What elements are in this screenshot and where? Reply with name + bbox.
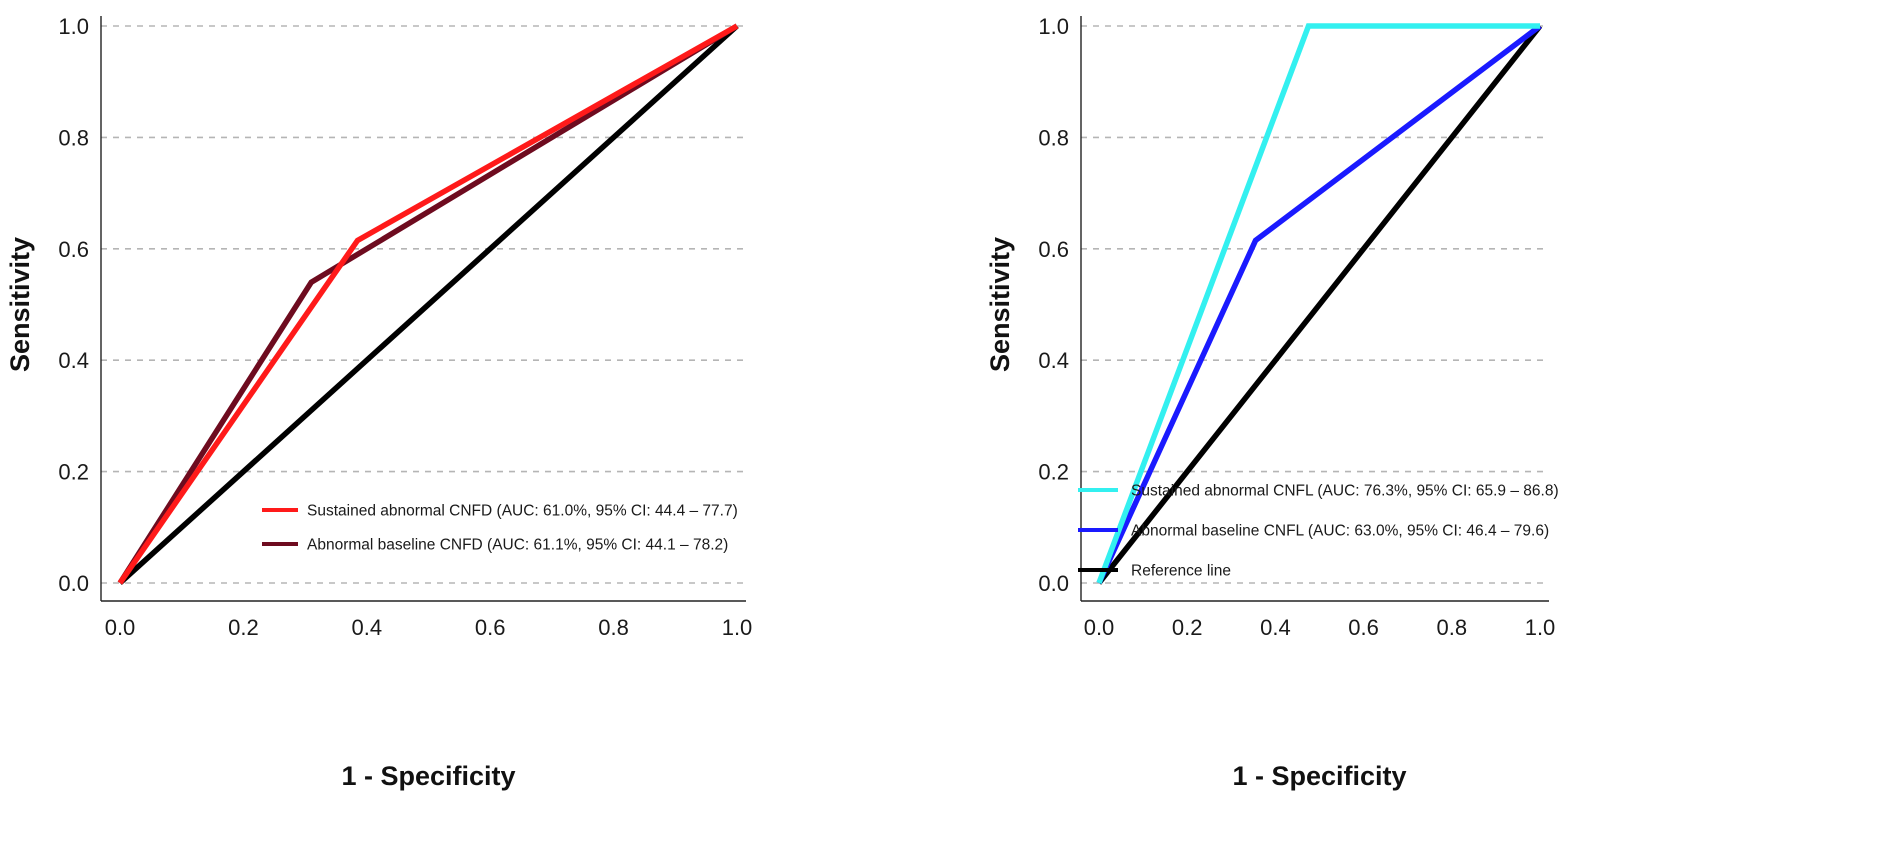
x-tick-label: 1.0 — [1525, 615, 1556, 640]
y-tick-label: 0.2 — [58, 460, 89, 485]
y-axis-title: Sensitivity — [985, 237, 1015, 372]
x-tick-label: 0.8 — [1437, 615, 1468, 640]
legend-label: Abnormal baseline CNFL (AUC: 63.0%, 95% … — [1131, 523, 1549, 540]
x-tick-label: 0.8 — [598, 615, 629, 640]
y-axis-title: Sensitivity — [5, 237, 35, 372]
y-tick-label: 0.6 — [58, 237, 89, 262]
roc-curve — [117, 23, 739, 585]
reference-line — [1096, 24, 1543, 585]
x-tick-label: 1.0 — [722, 615, 753, 640]
x-tick-label: 0.2 — [1172, 615, 1203, 640]
left-roc-chart-svg: 0.0 0.2 0.4 0.6 0.8 1.0 0.0 0.2 0.4 0.6 0.8 1.0 1 - … — [5, 14, 753, 791]
legend-label: Reference line — [1131, 563, 1231, 580]
x-tick-label: 0.4 — [1260, 615, 1291, 640]
x-axis-title: 1 - Specificity — [341, 761, 515, 791]
y-tick-label: 0.8 — [58, 125, 89, 150]
legend-label: Abnormal baseline CNFD (AUC: 61.1%, 95% … — [307, 537, 728, 554]
y-tick-label: 0.0 — [58, 571, 89, 596]
y-tick-label: 1.0 — [1038, 14, 1069, 39]
y-tick-label: 0.8 — [1038, 125, 1069, 150]
x-tick-label: 0.6 — [475, 615, 506, 640]
roc-curve — [1096, 23, 1542, 585]
y-tick-label: 0.6 — [1038, 237, 1069, 262]
y-tick-label: 0.4 — [1038, 348, 1069, 373]
y-tick-label: 0.0 — [1038, 571, 1069, 596]
roc-curve — [117, 23, 739, 585]
x-tick-label: 0.0 — [1084, 615, 1115, 640]
x-axis-title: 1 - Specificity — [1232, 761, 1406, 791]
roc-curve — [1096, 23, 1540, 584]
x-tick-label: 0.0 — [105, 615, 136, 640]
x-tick-label: 0.2 — [228, 615, 259, 640]
right-roc-chart-svg: 0.0 0.2 0.4 0.6 0.8 1.0 0.0 0.2 0.4 0.6 0.8 1.0 1 - … — [985, 14, 1559, 791]
legend-label: Sustained abnormal CNFL (AUC: 76.3%, 95%… — [1131, 483, 1559, 500]
x-tick-label: 0.6 — [1348, 615, 1379, 640]
y-tick-label: 1.0 — [58, 14, 89, 39]
right-roc-chart: 0.0 0.2 0.4 0.6 0.8 1.0 0.0 0.2 0.4 0.6 0.8 1.0 1 - … — [962, 0, 1902, 846]
legend-label: Sustained abnormal CNFD (AUC: 61.0%, 95%… — [307, 503, 738, 520]
reference-line — [118, 23, 739, 586]
y-tick-label: 0.2 — [1038, 460, 1069, 485]
left-roc-chart: 0.0 0.2 0.4 0.6 0.8 1.0 0.0 0.2 0.4 0.6 0.8 1.0 1 - … — [0, 0, 940, 846]
x-tick-label: 0.4 — [352, 615, 383, 640]
y-tick-label: 0.4 — [58, 348, 89, 373]
